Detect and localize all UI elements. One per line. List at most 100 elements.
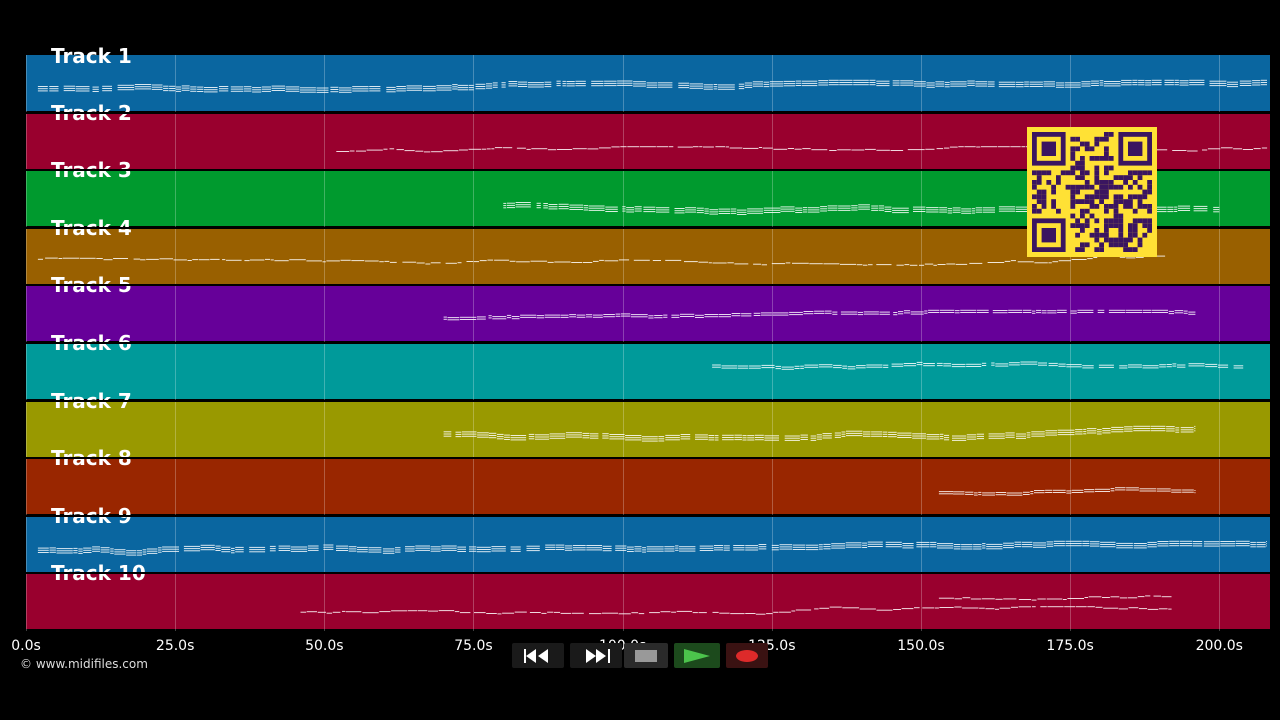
note-mark	[221, 550, 231, 552]
note-mark	[110, 548, 114, 550]
note-mark	[1174, 79, 1179, 81]
note-mark	[1167, 211, 1174, 213]
note-mark	[914, 607, 920, 609]
note-mark	[639, 145, 656, 147]
note-mark	[510, 434, 527, 436]
track-lane[interactable]: Track 6	[26, 333, 1270, 399]
fast-forward-button[interactable]	[570, 643, 622, 668]
stop-button[interactable]	[624, 643, 668, 668]
note-mark	[37, 88, 48, 90]
note-mark	[731, 313, 741, 315]
note-mark	[779, 546, 793, 548]
note-mark	[1045, 492, 1053, 494]
note-mark	[853, 84, 869, 86]
note-mark	[443, 433, 452, 435]
note-mark	[784, 435, 800, 437]
note-mark	[738, 83, 745, 85]
track-lane[interactable]: Track 10	[26, 563, 1270, 630]
note-mark	[100, 546, 110, 548]
note-mark	[965, 494, 974, 496]
note-mark	[1172, 363, 1177, 365]
note-mark	[897, 436, 912, 438]
note-mark	[75, 90, 90, 92]
note-mark	[274, 259, 289, 261]
note-mark	[49, 86, 59, 87]
note-mark	[1233, 367, 1244, 369]
note-mark	[871, 210, 878, 212]
note-mark	[604, 260, 619, 262]
note-mark	[795, 212, 803, 214]
note-mark	[491, 550, 506, 552]
note-mark	[56, 550, 73, 552]
note-mark	[633, 259, 650, 261]
note-mark	[684, 260, 698, 262]
note-mark	[285, 90, 300, 92]
note-mark	[527, 86, 544, 88]
note-mark	[779, 548, 793, 550]
note-mark	[491, 548, 506, 550]
note-mark	[615, 549, 627, 551]
note-mark	[190, 90, 197, 92]
note-mark	[719, 314, 731, 316]
note-mark	[1192, 540, 1203, 542]
note-mark	[269, 550, 276, 552]
note-mark	[1119, 597, 1128, 599]
note-mark	[422, 85, 436, 87]
note-mark	[476, 550, 491, 552]
note-mark	[818, 548, 823, 550]
note-mark	[252, 91, 262, 93]
note-mark	[469, 548, 477, 550]
note-mark	[556, 82, 561, 84]
note-mark	[1057, 312, 1067, 314]
track-lane[interactable]: Track 9	[26, 506, 1270, 572]
note-mark	[158, 551, 162, 553]
note-mark	[695, 317, 704, 319]
note-mark	[638, 613, 645, 615]
note-mark	[642, 551, 646, 553]
note-mark	[828, 84, 839, 86]
note-mark	[646, 86, 658, 88]
time-tick-label: 50.0s	[305, 638, 344, 654]
note-mark	[952, 209, 961, 211]
note-mark	[1145, 80, 1152, 82]
note-mark	[657, 84, 673, 86]
note-mark	[862, 542, 868, 544]
note-mark	[391, 610, 408, 612]
track-lane[interactable]: Track 5	[26, 275, 1270, 342]
note-mark	[547, 612, 554, 614]
note-mark	[935, 83, 945, 85]
note-mark	[1029, 86, 1043, 87]
note-mark	[679, 545, 696, 547]
note-mark	[736, 211, 747, 213]
note-mark	[1083, 430, 1087, 432]
note-mark	[602, 434, 609, 436]
note-mark	[834, 434, 841, 436]
note-mark	[163, 87, 169, 89]
note-mark	[627, 145, 639, 147]
note-mark	[92, 548, 100, 550]
note-mark	[428, 610, 438, 612]
track-lane[interactable]: Track 1	[26, 46, 1270, 111]
play-button[interactable]	[674, 643, 720, 668]
track-lane[interactable]: Track 8	[26, 448, 1270, 515]
note-mark	[1048, 262, 1052, 264]
note-mark	[569, 316, 576, 318]
note-mark	[828, 82, 839, 83]
rewind-button[interactable]	[512, 643, 564, 668]
note-mark	[1174, 206, 1178, 208]
note-mark	[649, 612, 660, 614]
note-mark	[1166, 425, 1175, 427]
note-mark	[717, 84, 735, 86]
note-mark	[712, 612, 719, 614]
note-mark	[1174, 82, 1179, 83]
note-mark	[939, 312, 955, 314]
note-mark	[562, 80, 566, 82]
record-button[interactable]	[726, 643, 768, 668]
track-lane[interactable]: Track 7	[26, 391, 1270, 457]
note-mark	[1103, 81, 1121, 82]
note-mark	[1169, 542, 1180, 544]
note-mark	[510, 436, 527, 438]
note-mark	[1180, 544, 1193, 546]
note-mark	[755, 434, 764, 436]
